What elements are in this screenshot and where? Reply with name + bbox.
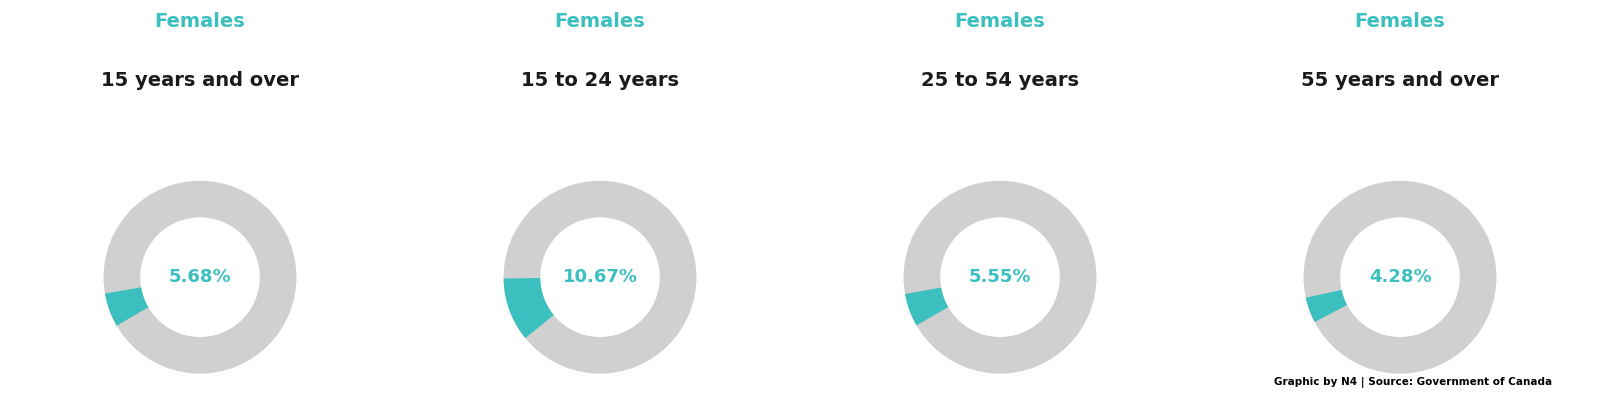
Wedge shape [106,287,149,326]
Text: 10.67%: 10.67% [563,268,637,286]
Wedge shape [904,181,1096,373]
Wedge shape [504,278,554,338]
Wedge shape [906,287,949,326]
Wedge shape [104,181,296,373]
Text: Females: Females [955,12,1045,31]
Text: 25 to 54 years: 25 to 54 years [922,71,1078,90]
Text: 15 years and over: 15 years and over [101,71,299,90]
Text: Females: Females [555,12,645,31]
Text: 5.68%: 5.68% [168,268,232,286]
Wedge shape [504,181,696,373]
Wedge shape [1306,290,1347,322]
Text: 15 to 24 years: 15 to 24 years [522,71,678,90]
Text: Graphic by N4 | Source: Government of Canada: Graphic by N4 | Source: Government of Ca… [1274,377,1552,388]
Text: 4.28%: 4.28% [1368,268,1432,286]
Wedge shape [1304,181,1496,373]
Text: Females: Females [1355,12,1445,31]
Text: 55 years and over: 55 years and over [1301,71,1499,90]
Text: 5.55%: 5.55% [968,268,1032,286]
Text: Females: Females [155,12,245,31]
